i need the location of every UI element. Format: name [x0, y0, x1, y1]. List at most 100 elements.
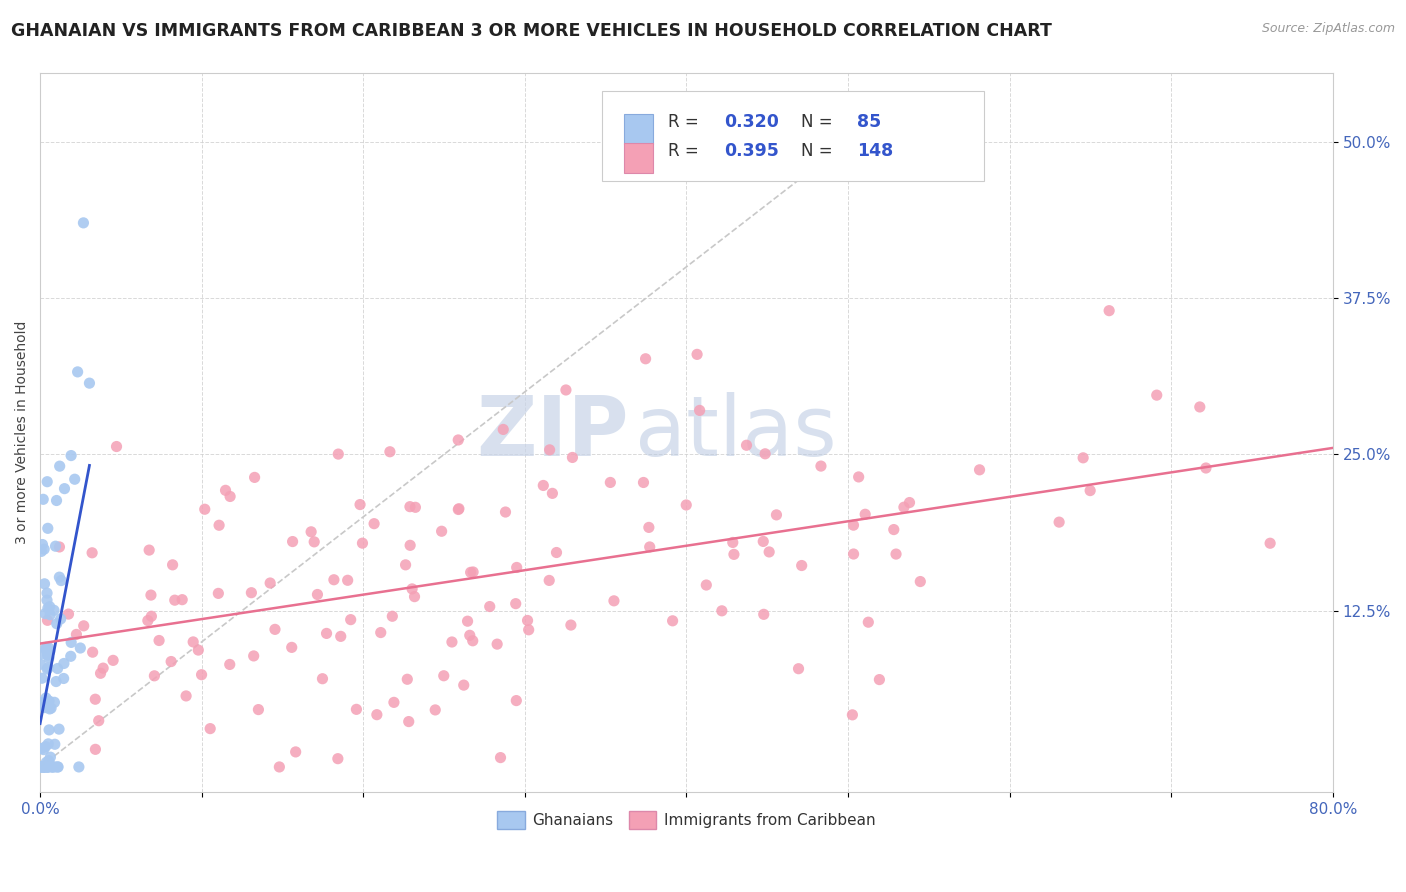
Point: [218, 657, 240, 672]
Point: [32, 760, 55, 774]
Point: [721, 535, 744, 549]
Point: [460, 566, 482, 580]
Point: [91, 661, 114, 675]
Point: [969, 463, 991, 477]
Legend: Ghanaians, Immigrants from Caribbean: Ghanaians, Immigrants from Caribbean: [491, 805, 882, 835]
Point: [30, 544, 52, 558]
Point: [458, 628, 481, 642]
Point: [723, 547, 745, 561]
Point: [505, 560, 527, 574]
Point: [63, 472, 86, 486]
Point: [404, 500, 426, 515]
Point: [311, 672, 333, 686]
Point: [302, 534, 325, 549]
Text: R =: R =: [668, 113, 704, 131]
Point: [39, 607, 62, 622]
Point: [34, 760, 56, 774]
Point: [492, 422, 515, 436]
Point: [35, 691, 58, 706]
Point: [735, 438, 758, 452]
Point: [160, 655, 183, 669]
Point: [32, 492, 55, 507]
Point: [35, 756, 58, 770]
Point: [478, 599, 501, 614]
Point: [328, 447, 350, 461]
Point: [787, 662, 810, 676]
Point: [752, 534, 775, 549]
Point: [269, 760, 291, 774]
Point: [52, 657, 75, 671]
Point: [34, 577, 56, 591]
Point: [363, 516, 385, 531]
Point: [60, 449, 83, 463]
Point: [675, 498, 697, 512]
Point: [37, 475, 59, 489]
Point: [44, 695, 66, 709]
Point: [32, 760, 55, 774]
Point: [48, 459, 70, 474]
Point: [425, 703, 447, 717]
Point: [1146, 388, 1168, 402]
Point: [31, 760, 53, 774]
Point: [41, 760, 63, 774]
Point: [322, 573, 344, 587]
Point: [37, 760, 59, 774]
Point: [910, 574, 932, 589]
Text: N =: N =: [801, 113, 838, 131]
Point: [52, 672, 75, 686]
Point: [398, 714, 420, 729]
Point: [35, 640, 58, 655]
Point: [790, 558, 813, 573]
Point: [842, 518, 865, 533]
FancyBboxPatch shape: [602, 91, 984, 181]
Point: [174, 689, 197, 703]
Text: atlas: atlas: [634, 392, 837, 473]
Point: [633, 475, 655, 490]
Point: [603, 594, 626, 608]
Point: [87, 714, 110, 728]
Point: [853, 508, 876, 522]
Point: [48, 722, 70, 736]
Point: [433, 669, 456, 683]
Point: [30, 760, 52, 774]
Point: [39, 701, 62, 715]
Point: [37, 661, 59, 675]
Point: [370, 625, 392, 640]
Point: [207, 586, 229, 600]
Point: [842, 547, 865, 561]
Point: [868, 673, 890, 687]
Point: [848, 470, 870, 484]
Point: [758, 545, 780, 559]
Point: [883, 523, 905, 537]
Point: [45, 616, 67, 631]
Point: [162, 558, 184, 572]
Point: [34, 739, 56, 754]
Point: [686, 347, 709, 361]
Point: [38, 754, 60, 768]
Point: [689, 403, 711, 417]
Point: [190, 667, 212, 681]
Point: [84, 742, 107, 756]
Point: [638, 540, 661, 554]
Point: [710, 604, 733, 618]
Point: [37, 648, 59, 662]
Point: [247, 702, 270, 716]
Text: R =: R =: [668, 142, 704, 160]
Point: [538, 574, 561, 588]
Point: [37, 613, 59, 627]
Point: [893, 500, 915, 515]
Point: [453, 678, 475, 692]
Point: [67, 760, 90, 774]
Point: [489, 750, 512, 764]
Point: [634, 351, 657, 366]
Point: [34, 760, 56, 774]
Point: [560, 618, 582, 632]
Point: [242, 648, 264, 663]
Point: [339, 613, 361, 627]
Point: [38, 651, 60, 665]
Point: [37, 521, 59, 535]
Point: [754, 447, 776, 461]
Point: [90, 666, 112, 681]
FancyBboxPatch shape: [624, 114, 652, 145]
Point: [35, 760, 58, 774]
